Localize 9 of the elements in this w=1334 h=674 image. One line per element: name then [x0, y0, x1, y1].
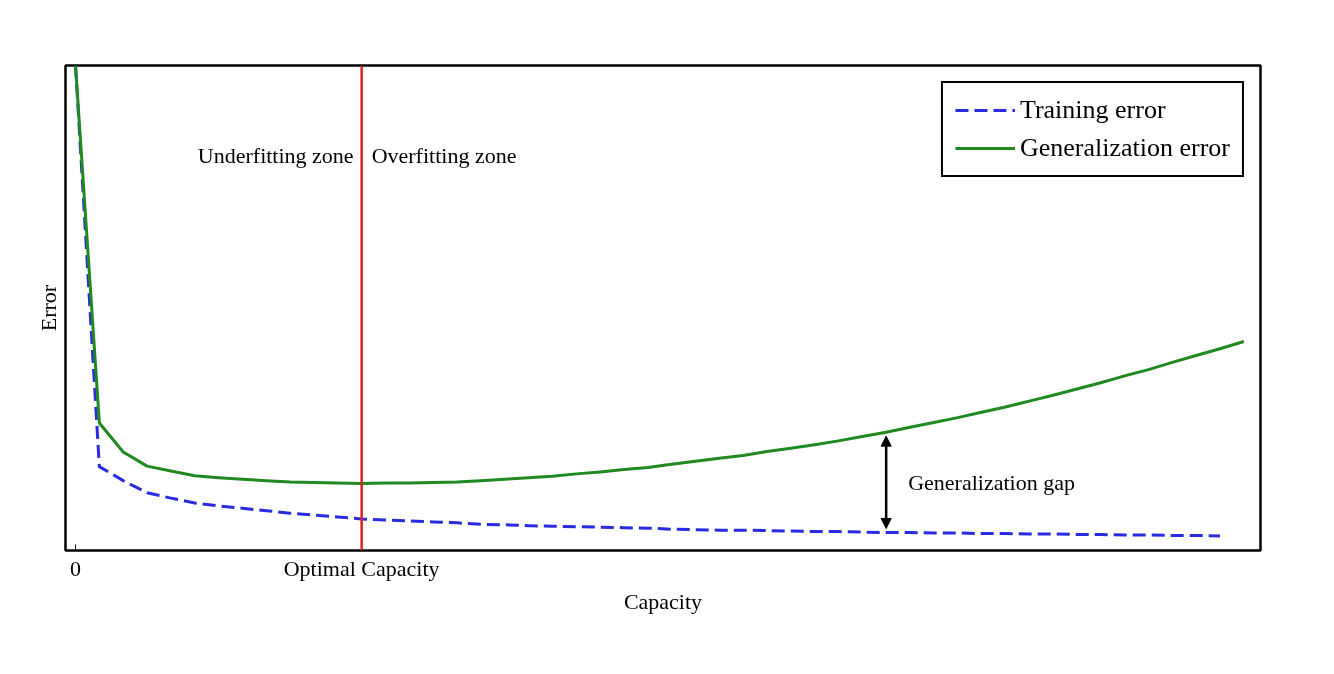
annotation: Underfitting zone — [197, 142, 354, 168]
annotation: Overfitting zone — [371, 142, 517, 168]
x-tick-label: 0 — [70, 555, 82, 581]
annotation: Generalization gap — [908, 469, 1075, 495]
x-tick-label: Optimal Capacity — [283, 555, 440, 581]
legend-label: Generalization error — [1019, 133, 1230, 163]
y-axis-title: Error — [35, 284, 61, 332]
x-axis-title: Capacity — [623, 588, 703, 614]
legend-label: Training error — [1019, 95, 1166, 125]
